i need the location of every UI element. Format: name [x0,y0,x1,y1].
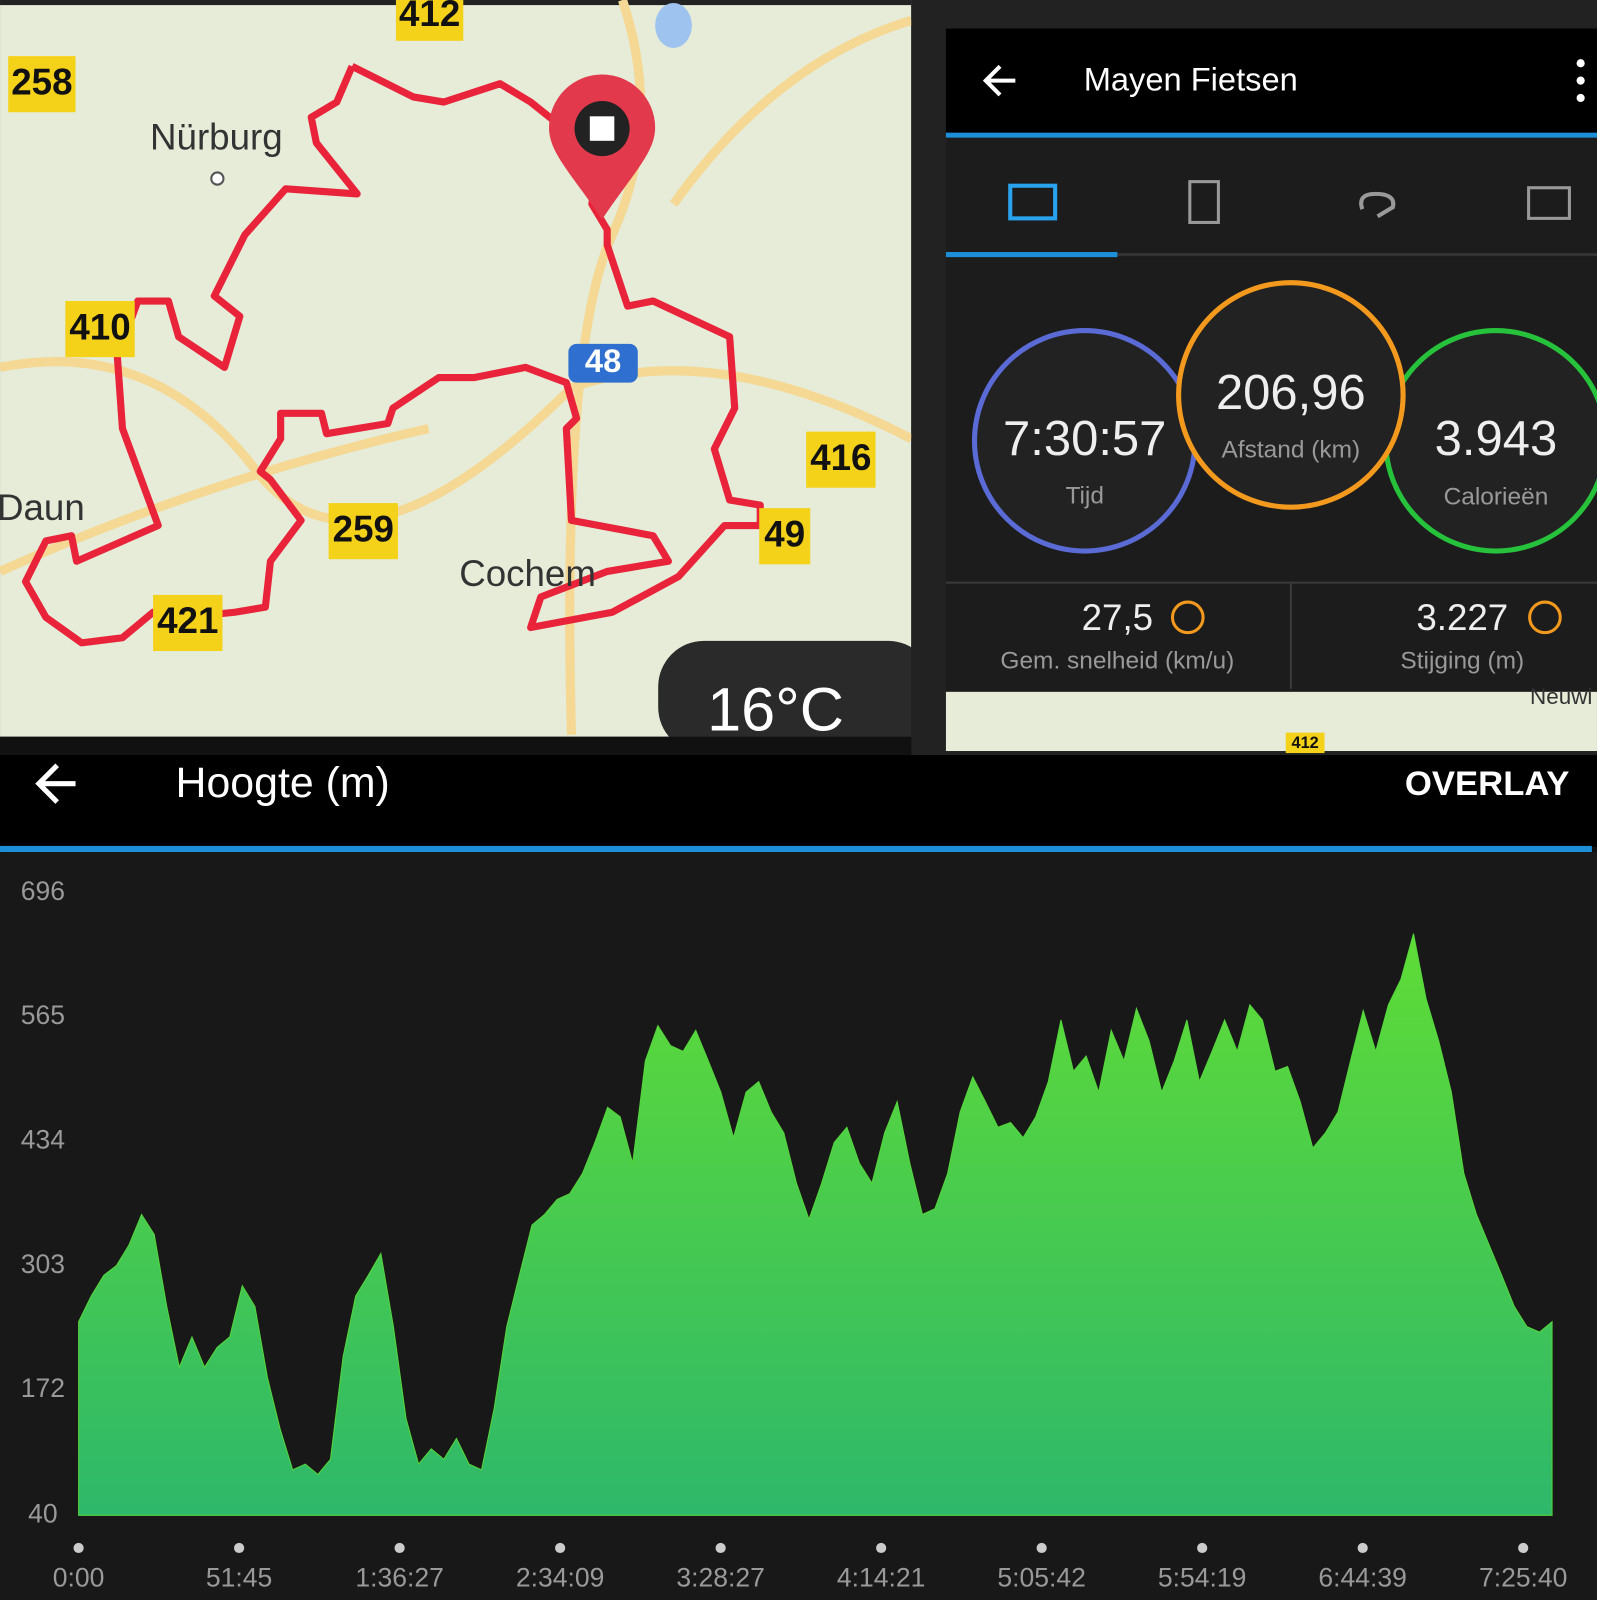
y-tick-label: 40 [28,1498,58,1528]
y-tick-label: 303 [21,1249,65,1279]
accent-line [945,132,1597,138]
calories-value: 3.943 [1435,412,1558,466]
place-label: Nürburg [150,116,283,157]
route [21,63,764,647]
ascent-value: 3.227 [1416,597,1508,638]
x-tick-dot [234,1542,245,1554]
place-label: Daun [0,487,85,528]
row-divider [945,581,1597,584]
map-pin[interactable] [549,74,656,220]
x-tick-label: 1:36:27 [355,1563,443,1593]
chart-app-bar [0,755,1597,847]
ascent-icon [1528,600,1562,635]
back-button[interactable] [982,64,1016,97]
x-tick-label: 4:14:21 [837,1563,925,1593]
x-tick-dot [555,1542,566,1554]
distance-ring [1176,280,1406,510]
y-tick-label: 434 [21,1124,65,1154]
elevation-area [78,933,1553,1516]
lake [655,3,692,48]
calories-label: Calorieën [1444,483,1549,510]
tab-indicator [945,252,1118,258]
x-tick-dot [1036,1542,1047,1554]
x-tick-dot [1357,1542,1368,1554]
distance-value: 206,96 [1216,366,1366,420]
app-bar [945,28,1597,135]
tab-overview[interactable] [1008,183,1058,221]
speed-icon [1170,600,1205,635]
mini-map-label: 412 [1292,734,1319,752]
x-tick-dot [1197,1542,1208,1554]
y-tick-label: 565 [21,1000,65,1030]
road-number: 410 [69,306,130,347]
x-tick-label: 3:28:27 [676,1563,764,1593]
distance-label: Afstand (km) [1221,436,1360,463]
x-tick-label: 5:05:42 [997,1563,1085,1593]
x-tick-dot [876,1542,887,1554]
road-number: 258 [11,61,72,102]
highway-number: 48 [585,342,621,379]
road-number: 259 [333,508,394,549]
time-value: 7:30:57 [1003,412,1166,466]
chart-title: Hoogte (m) [176,759,390,807]
x-tick-label: 5:54:19 [1158,1563,1246,1593]
back-button[interactable] [35,763,76,804]
x-tick-label: 51:45 [206,1563,272,1593]
tab-track [945,253,1597,257]
mini-map-label: Neuwi [1530,684,1592,709]
road-number: 416 [810,437,871,478]
speed-label: Gem. snelheid (km/u) [1000,648,1234,675]
x-tick-dot [715,1542,726,1554]
x-tick-dot [73,1542,84,1554]
activity-title: Mayen Fietsen [1084,60,1298,97]
x-tick-dot [394,1542,405,1554]
overlay-button[interactable]: OVERLAY [1405,765,1569,803]
place-label: Cochem [459,553,596,594]
x-tick-label: 2:34:09 [516,1563,604,1593]
x-tick-label: 6:44:39 [1318,1563,1406,1593]
time-label: Tijd [1065,482,1104,509]
menu-button[interactable] [1576,59,1585,103]
ascent-label: Stijging (m) [1400,648,1524,675]
mini-map[interactable] [945,691,1597,752]
road-number: 412 [399,0,460,34]
x-tick-label: 0:00 [53,1563,105,1593]
tab-details[interactable] [1188,180,1220,224]
weather: 16°C [707,675,844,743]
weather-pill [658,640,934,754]
col-divider [1289,583,1292,689]
y-tick-label: 172 [21,1373,65,1403]
road-number: 421 [157,600,218,641]
tab-laps[interactable] [1359,191,1396,219]
x-tick-dot [1518,1542,1529,1554]
mini-road-number [1285,732,1325,754]
road-number: 49 [764,513,805,554]
place-dot [210,171,225,186]
x-tick-label: 7:25:40 [1479,1563,1567,1593]
tab-charts[interactable] [1527,186,1571,220]
road-numbers: 258 412 410 416 49 259 421 48 [8,0,876,652]
y-tick-label: 696 [21,876,65,906]
speed-value: 27,5 [1082,597,1153,638]
accent-line [0,845,1592,853]
